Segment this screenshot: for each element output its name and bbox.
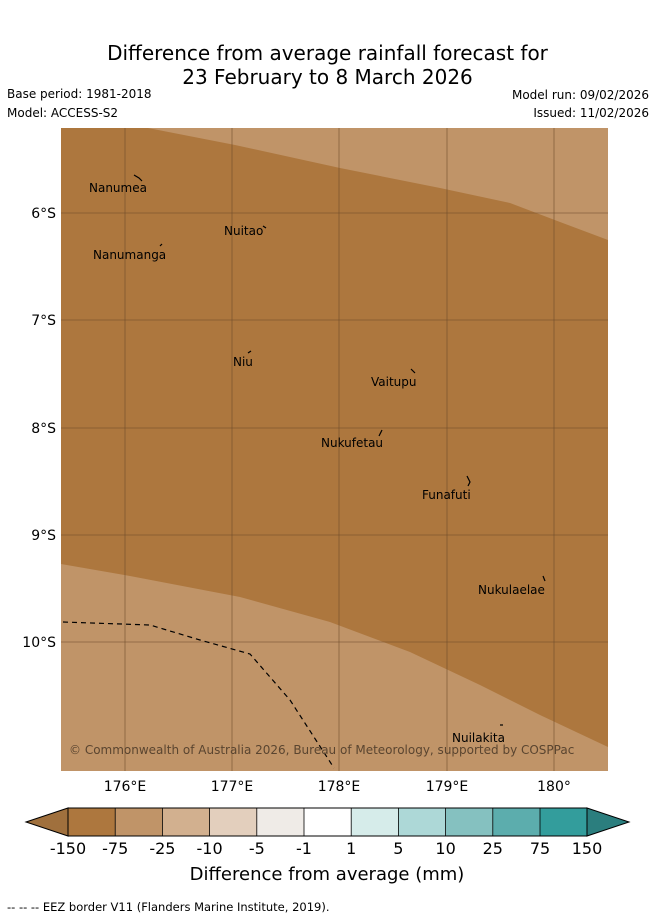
colorbar-labels: -150 -75 -25 -10 -5 -1 1 5 10 25 75 150 [50, 839, 602, 858]
grid-lines [61, 128, 608, 771]
place-label: Nuilakita [452, 731, 505, 745]
colorbar-box-8 [398, 808, 446, 836]
lat-label: 7°S [31, 313, 56, 329]
lon-label: 176°E [104, 779, 147, 795]
model-name: Model: ACCESS-S2 [7, 106, 119, 120]
lat-label: 9°S [31, 528, 56, 544]
island-shapes [133, 174, 546, 726]
colorbar-label: 10 [435, 839, 455, 858]
lat-label: 6°S [31, 206, 56, 222]
title-line-2: 23 February to 8 March 2026 [182, 65, 473, 89]
colorbar-arrow-low [24, 807, 69, 837]
lighter-band-north [148, 128, 608, 240]
issued-date: Issued: 11/02/2026 [533, 106, 649, 120]
longitude-labels: 176°E 177°E 178°E 179°E 180° [104, 779, 571, 795]
lon-label: 180° [537, 779, 571, 795]
place-label: Nukulaelae [478, 583, 545, 597]
colorbar-box-5 [256, 808, 304, 836]
place-label: Nanumea [89, 181, 147, 195]
island-nanumea [133, 174, 143, 182]
colorbar [24, 807, 631, 837]
colorbar-box-10 [492, 808, 540, 836]
lighter-band-south [61, 564, 608, 771]
lon-label: 177°E [211, 779, 254, 795]
lat-label: 8°S [31, 421, 56, 437]
eez-border-line [62, 621, 335, 769]
lat-label: 10°S [22, 635, 56, 651]
colorbar-label: -150 [50, 839, 86, 858]
colorbar-box-1 [68, 808, 116, 836]
eez-footnote: -- -- -- EEZ border V11 (Flanders Marine… [7, 900, 330, 914]
colorbar-label: -25 [149, 839, 175, 858]
colorbar-dividers [114, 808, 541, 836]
colorbar-box-4 [209, 808, 257, 836]
colorbar-label: 5 [393, 839, 403, 858]
colorbar-label: -10 [197, 839, 223, 858]
island-nukulaelae [542, 575, 546, 582]
title-line-1: Difference from average rainfall forecas… [107, 41, 548, 65]
colorbar-box-7 [351, 808, 399, 836]
colorbar-label: 75 [530, 839, 550, 858]
colorbar-box-11 [540, 808, 588, 836]
place-label: Vaitupu [371, 375, 417, 389]
island-nuitao [262, 225, 267, 229]
colorbar-label: -5 [249, 839, 265, 858]
place-labels: Nanumea Nuitao Nanumanga Niu Vaitupu Nuk… [89, 181, 545, 745]
colorbar-box-2 [115, 808, 163, 836]
colorbar-label: 25 [483, 839, 503, 858]
island-vaitupu [410, 368, 416, 374]
place-label: Niu [233, 355, 253, 369]
colorbar-box-9 [445, 808, 493, 836]
colorbar-label: 1 [346, 839, 356, 858]
island-funafuti [466, 475, 471, 487]
colorbar-frame [67, 807, 588, 837]
colorbar-title: Difference from average (mm) [190, 864, 465, 885]
chart-title: Difference from average rainfall forecas… [0, 41, 655, 89]
colorbar-label: -1 [296, 839, 312, 858]
colorbar-box-6 [304, 808, 352, 836]
colorbar-label: -75 [102, 839, 128, 858]
lon-label: 179°E [426, 779, 469, 795]
copyright-notice: © Commonwealth of Australia 2026, Bureau… [69, 743, 574, 757]
colorbar-label: 150 [572, 839, 603, 858]
colorbar-arrow-high [586, 807, 631, 837]
lon-label: 178°E [318, 779, 361, 795]
island-nukufetau [378, 429, 383, 437]
latitude-labels: 6°S 7°S 8°S 9°S 10°S [22, 206, 56, 651]
island-niu [247, 350, 252, 354]
place-label: Nuitao [224, 224, 263, 238]
base-period: Base period: 1981-2018 [7, 87, 152, 101]
place-label: Nukufetau [321, 436, 383, 450]
island-nanumanga [159, 243, 163, 247]
colorbar-box-3 [162, 808, 210, 836]
place-label: Funafuti [422, 488, 471, 502]
model-run: Model run: 09/02/2026 [511, 88, 649, 102]
place-label: Nanumanga [93, 248, 166, 262]
